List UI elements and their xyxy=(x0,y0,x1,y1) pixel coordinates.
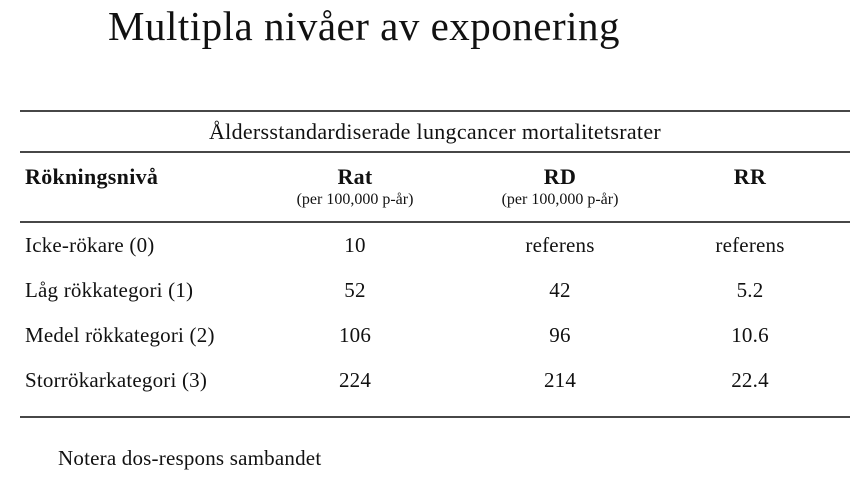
mortality-rates-table: Åldersstandardiserade lungcancer mortali… xyxy=(20,110,850,418)
table-row: Låg rökkategori (1) 52 42 5.2 xyxy=(20,268,850,313)
rd-value: referens xyxy=(525,233,595,257)
column-header-label: Rat xyxy=(337,164,373,189)
table-header-row: Rökningsnivå Rat (per 100,000 p-år) RD (… xyxy=(20,153,850,223)
rat-value: 10 xyxy=(344,233,366,257)
column-header-smoking-level: Rökningsnivå xyxy=(20,153,240,221)
column-header-rr: RR xyxy=(650,153,850,221)
row-label: Medel rökkategori (2) xyxy=(25,323,215,347)
column-header-rat: Rat (per 100,000 p-år) xyxy=(240,153,470,221)
table-row: Icke-rökare (0) 10 referens referens xyxy=(20,223,850,268)
column-header-label: Rökningsnivå xyxy=(25,164,159,189)
rat-value: 224 xyxy=(338,368,372,392)
rr-value: 22.4 xyxy=(731,368,769,392)
table-row: Medel rökkategori (2) 106 96 10.6 xyxy=(20,313,850,358)
rr-value: referens xyxy=(715,233,785,257)
column-header-sublabel: (per 100,000 p-år) xyxy=(296,191,414,208)
footer-note: Notera dos-respons sambandet xyxy=(58,446,322,470)
rr-value: 10.6 xyxy=(731,323,769,347)
column-header-label: RR xyxy=(733,164,767,189)
rd-value: 96 xyxy=(549,323,571,347)
column-header-rd: RD (per 100,000 p-år) xyxy=(470,153,650,221)
row-label: Icke-rökare (0) xyxy=(25,233,155,257)
rat-value: 52 xyxy=(344,278,366,302)
row-label: Låg rökkategori (1) xyxy=(25,278,194,302)
column-header-label: RD xyxy=(543,164,577,189)
rd-value: 42 xyxy=(549,278,571,302)
rr-value: 5.2 xyxy=(736,278,764,302)
rd-value: 214 xyxy=(543,368,577,392)
table-body: Icke-rökare (0) 10 referens referens Låg… xyxy=(20,223,850,403)
rat-value: 106 xyxy=(338,323,372,347)
table-row: Storrökarkategori (3) 224 214 22.4 xyxy=(20,358,850,403)
table-caption: Åldersstandardiserade lungcancer mortali… xyxy=(20,110,850,153)
row-label: Storrökarkategori (3) xyxy=(25,368,208,392)
column-header-sublabel: (per 100,000 p-år) xyxy=(501,191,619,208)
page-title: Multipla nivåer av exponering xyxy=(108,3,621,49)
